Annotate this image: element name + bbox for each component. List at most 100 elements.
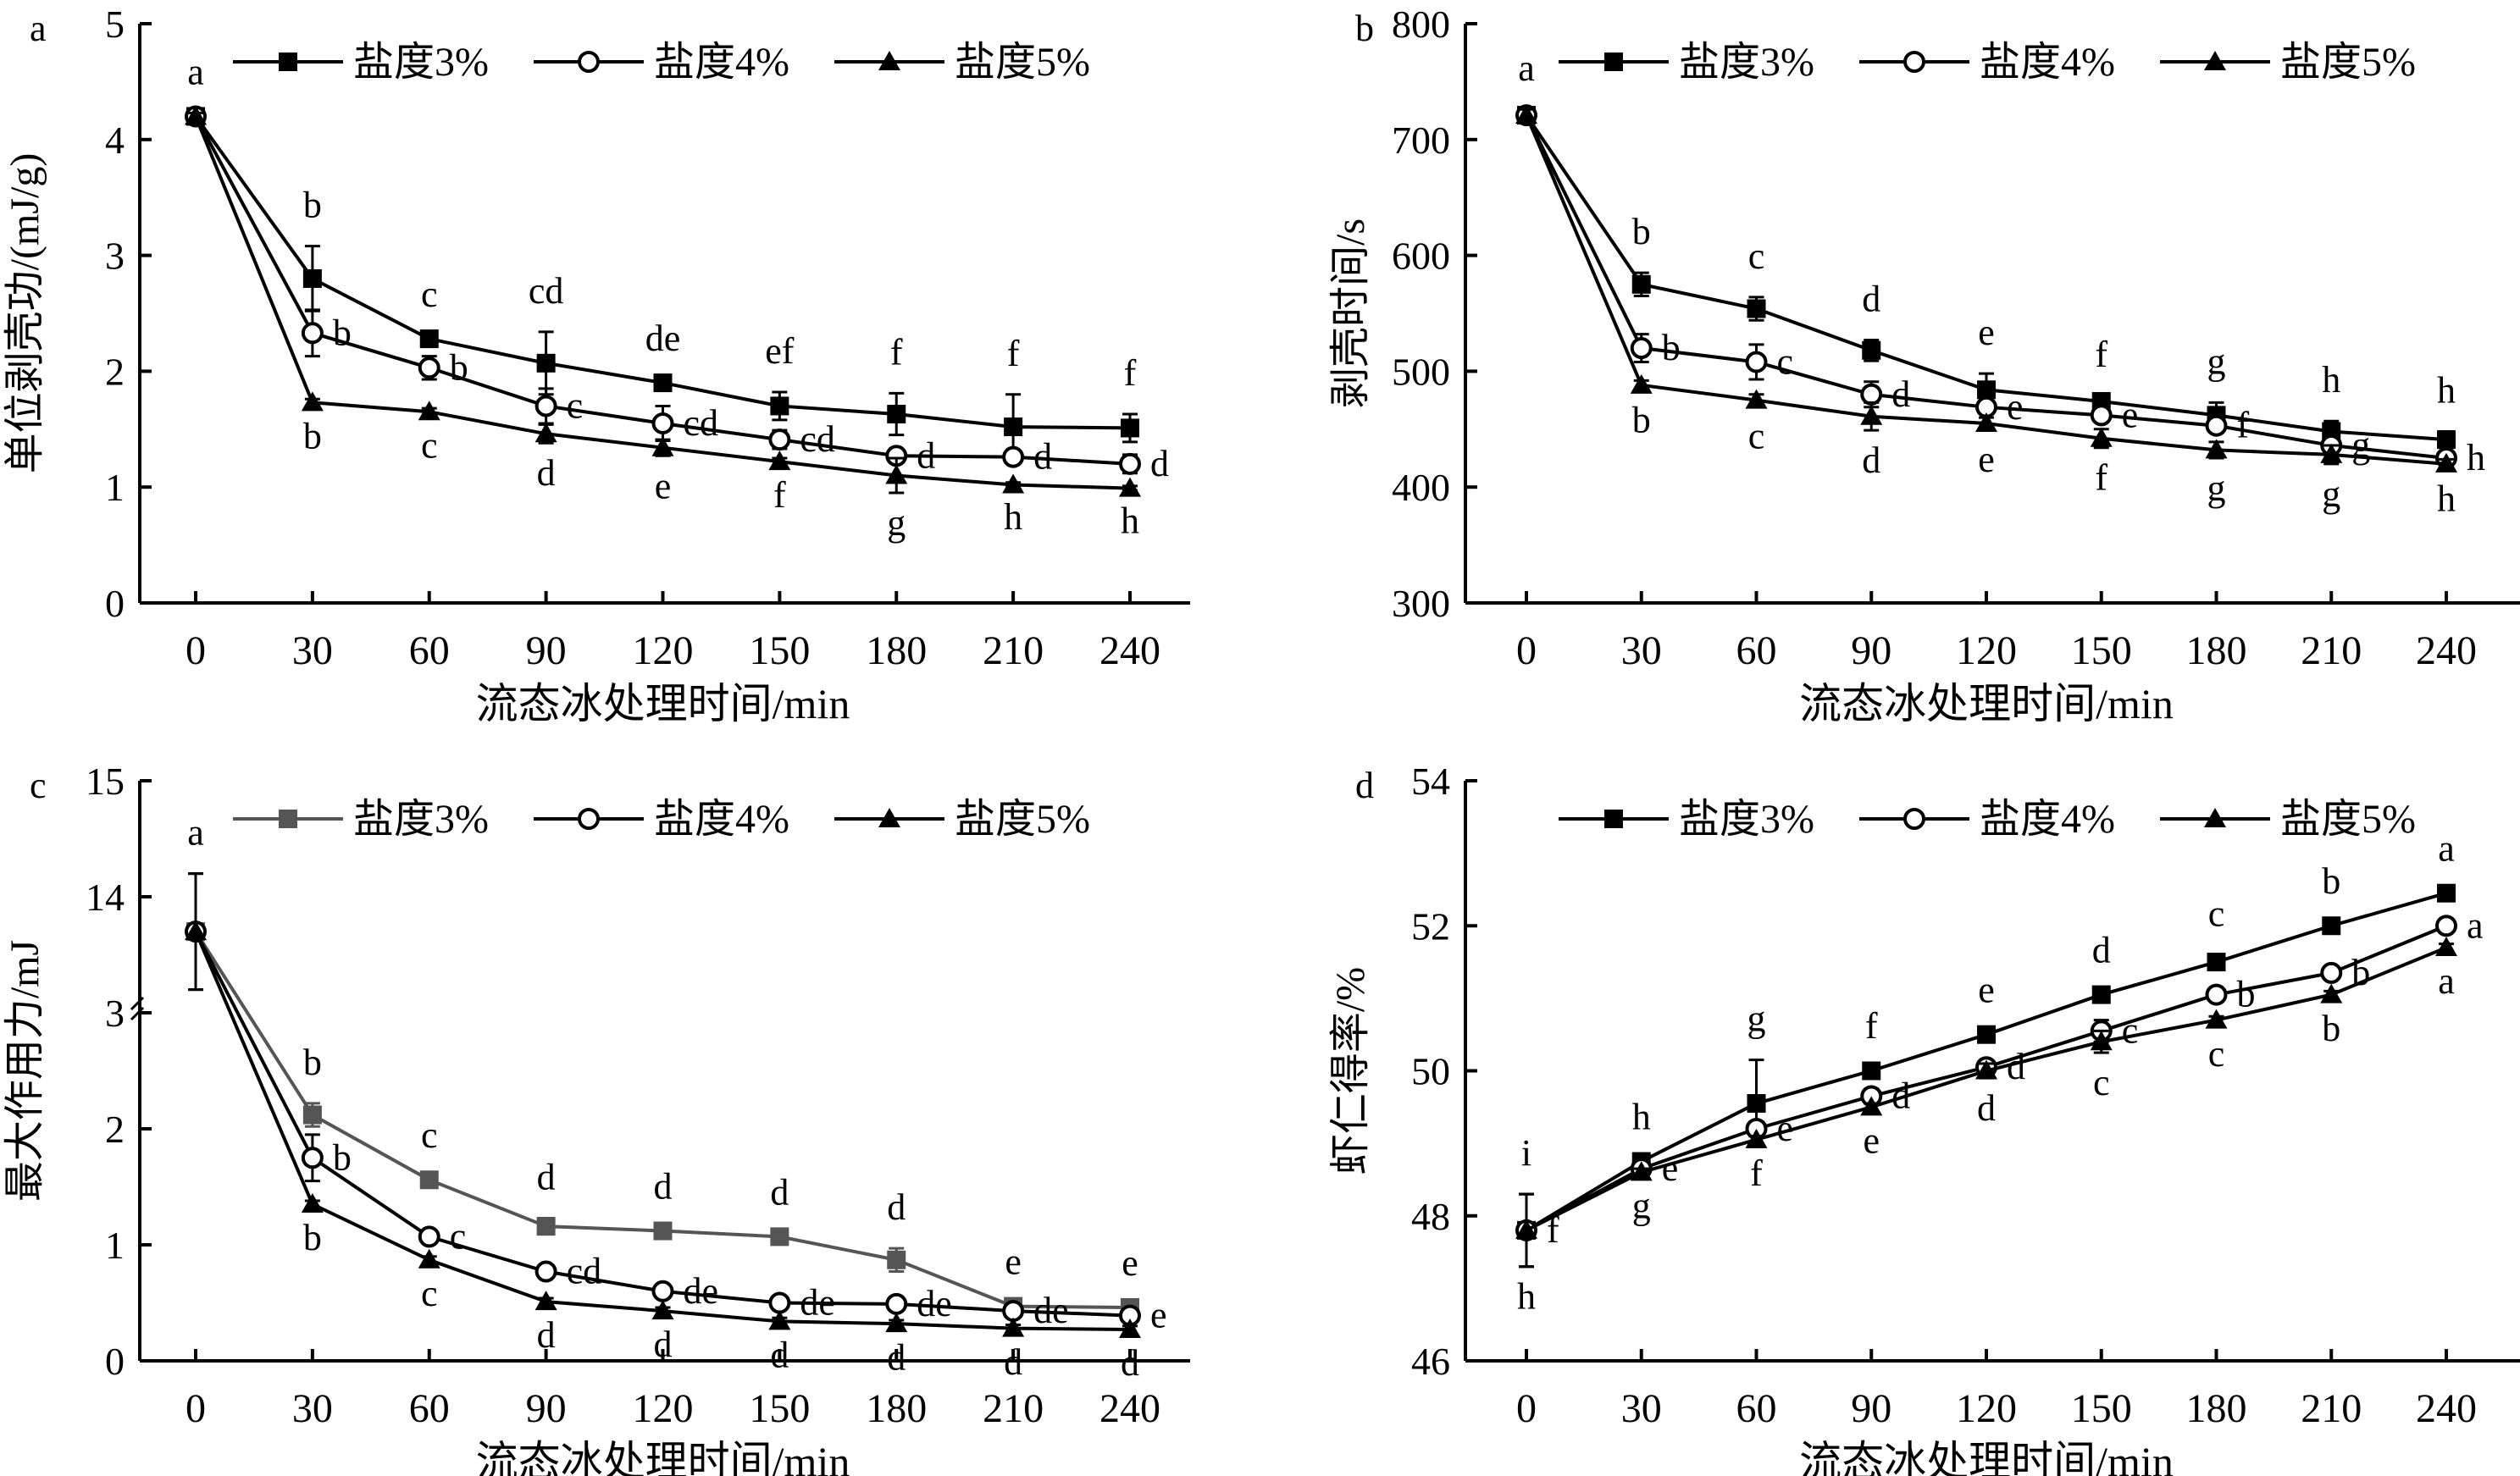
significance-letter: a bbox=[2467, 904, 2484, 946]
legend-item-2: 盐度4% bbox=[534, 797, 789, 842]
significance-letter: cd bbox=[800, 418, 835, 460]
significance-letter: f bbox=[2237, 405, 2250, 446]
triangle-marker bbox=[2090, 427, 2113, 447]
significance-letter: d bbox=[1862, 439, 1880, 481]
significance-letter: d bbox=[537, 452, 556, 494]
y-tick-label: 0 bbox=[105, 582, 125, 625]
legend-label: 盐度4% bbox=[1980, 797, 2115, 842]
circle-marker bbox=[768, 428, 791, 451]
x-tick-label: 180 bbox=[866, 628, 927, 673]
triangle-marker bbox=[534, 423, 557, 443]
significance-letter: d bbox=[770, 1171, 789, 1213]
y-tick-label: 500 bbox=[1392, 350, 1450, 393]
significance-letter: e bbox=[1978, 439, 1995, 480]
triangle-marker bbox=[534, 1291, 557, 1311]
triangle-marker bbox=[1860, 405, 1883, 425]
significance-letter: g bbox=[2207, 340, 2226, 382]
legend-item-2: 盐度4% bbox=[534, 40, 789, 85]
series-3: b cd e f g g h bbox=[1515, 104, 2457, 519]
circle-marker bbox=[1860, 383, 1883, 406]
square-marker bbox=[302, 1105, 322, 1125]
triangle-marker bbox=[1119, 1318, 1141, 1339]
significance-letter: h bbox=[2322, 359, 2340, 401]
significance-letter: c bbox=[1748, 415, 1765, 456]
y-axis-label: 单位剥壳功/(mJ/g) bbox=[3, 153, 47, 474]
significance-letter: e bbox=[2007, 386, 2024, 428]
circle-marker bbox=[1002, 445, 1025, 468]
triangle-marker bbox=[1745, 1128, 1768, 1148]
legend-item-3: 盐度5% bbox=[2160, 797, 2416, 842]
square-marker bbox=[887, 405, 906, 424]
square-marker bbox=[2322, 916, 2341, 936]
x-tick-label: 210 bbox=[983, 1386, 1044, 1431]
square-marker bbox=[770, 1227, 789, 1247]
significance-letter: h bbox=[1632, 1096, 1651, 1137]
significance-letter: d bbox=[1150, 443, 1169, 484]
legend-label: 盐度5% bbox=[2280, 40, 2416, 85]
triangle-marker bbox=[885, 464, 908, 484]
significance-letter: h bbox=[1004, 496, 1022, 538]
series-2: bbc cd cd d d d bbox=[185, 105, 1169, 484]
square-marker bbox=[1862, 1061, 1881, 1081]
significance-letter: c bbox=[1777, 340, 1794, 382]
circle-marker bbox=[2205, 414, 2228, 437]
legend: 盐度3% 盐度4% 盐度5% bbox=[233, 40, 1090, 85]
y-tick-label: 50 bbox=[1411, 1050, 1450, 1093]
x-tick-label: 60 bbox=[409, 628, 450, 673]
square-marker bbox=[1977, 1025, 1996, 1044]
y-tick-label: 14 bbox=[86, 876, 125, 919]
significance-letter: d bbox=[1891, 1075, 1910, 1116]
significance-letter: e bbox=[1150, 1295, 1167, 1336]
triangle-marker bbox=[1975, 1059, 1997, 1080]
square-marker bbox=[1631, 274, 1651, 294]
x-axis-label: 流态冰处理时间/min bbox=[1799, 680, 2174, 727]
significance-letter: b bbox=[2322, 860, 2340, 902]
significance-letter: d bbox=[1862, 278, 1880, 319]
significance-letter: a bbox=[2438, 960, 2455, 1002]
triangle-marker bbox=[2205, 1009, 2228, 1029]
significance-letter: h bbox=[2467, 437, 2485, 478]
series-3: bcd d d d d d bbox=[185, 872, 1141, 1384]
series-line bbox=[194, 931, 1131, 1309]
x-tick-label: 120 bbox=[1956, 1386, 2017, 1431]
chart-panel-a: a 0 1 2 3 4 5 0 30 60 90 120 150 180 210 240 流态冰处理时间/min… bbox=[0, 0, 1260, 738]
square-marker bbox=[1747, 299, 1766, 318]
significance-letter: b bbox=[303, 1042, 322, 1083]
legend: 盐度3% 盐度4% 盐度5% bbox=[1559, 797, 2416, 842]
panel-label: b bbox=[1355, 8, 1374, 49]
significance-letter: b bbox=[2322, 1008, 2340, 1049]
y-tick-label: 3 bbox=[105, 992, 125, 1035]
circle-marker bbox=[768, 1291, 791, 1314]
significance-letter: a bbox=[1518, 47, 1535, 89]
significance-letter: b bbox=[1662, 327, 1681, 368]
square-marker bbox=[2437, 430, 2456, 450]
significance-letter: c bbox=[567, 384, 584, 426]
triangle-marker bbox=[2435, 452, 2457, 473]
significance-letter: g bbox=[1632, 1186, 1651, 1227]
significance-letter: cd bbox=[684, 402, 719, 444]
triangle-marker bbox=[2090, 1031, 2113, 1051]
square-marker bbox=[653, 373, 673, 393]
significance-letter: de bbox=[645, 318, 681, 359]
x-tick-label: 120 bbox=[1956, 628, 2017, 673]
legend-item-1: 盐度3% bbox=[233, 797, 489, 842]
y-tick-label: 5 bbox=[105, 3, 125, 46]
triangle-marker bbox=[418, 1248, 440, 1269]
square-marker bbox=[1747, 1094, 1766, 1114]
legend-label: 盐度3% bbox=[353, 797, 489, 842]
significance-letter: d bbox=[1004, 1341, 1022, 1383]
legend-label: 盐度4% bbox=[654, 40, 789, 85]
circle-marker bbox=[534, 395, 557, 417]
x-axis-label: 流态冰处理时间/min bbox=[476, 680, 850, 727]
significance-letter: g bbox=[887, 502, 906, 544]
legend-label: 盐度5% bbox=[2280, 797, 2416, 842]
circle-marker bbox=[1119, 452, 1141, 475]
y-tick-label: 54 bbox=[1411, 760, 1450, 803]
significance-letter: c bbox=[1748, 235, 1765, 277]
significance-letter: c bbox=[2122, 1009, 2139, 1051]
x-tick-label: 90 bbox=[1851, 628, 1891, 673]
legend-label: 盐度4% bbox=[1980, 40, 2115, 85]
